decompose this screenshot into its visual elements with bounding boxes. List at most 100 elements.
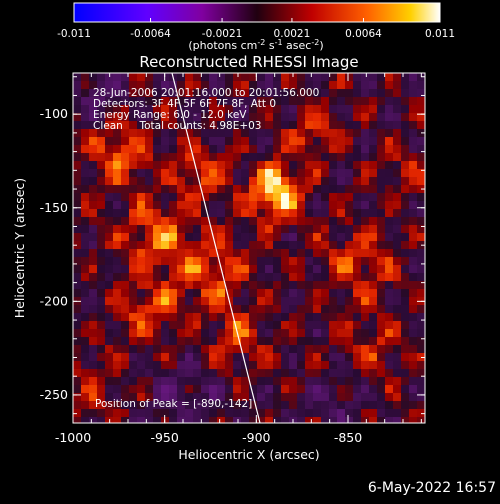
heatmap-cell	[225, 353, 233, 361]
heatmap-cell	[393, 361, 401, 369]
heatmap-cell	[145, 281, 153, 289]
heatmap-cell	[105, 409, 113, 417]
heatmap-cell	[353, 281, 361, 289]
heatmap-cell	[185, 217, 193, 225]
heatmap-cell	[153, 273, 161, 281]
heatmap-cell	[177, 369, 185, 377]
heatmap-cell	[209, 105, 217, 113]
heatmap-cell	[105, 89, 113, 97]
heatmap-cell	[297, 169, 305, 177]
heatmap-cell	[297, 201, 305, 209]
heatmap-cell	[329, 145, 337, 153]
heatmap-cell	[313, 417, 321, 423]
heatmap-cell	[273, 385, 281, 393]
heatmap-cell	[145, 233, 153, 241]
heatmap-cell	[289, 313, 297, 321]
heatmap-cell	[281, 137, 289, 145]
heatmap-cell	[313, 401, 321, 409]
heatmap-cell	[305, 329, 313, 337]
heatmap-cell	[337, 137, 345, 145]
heatmap-cell	[105, 129, 113, 137]
heatmap-cell	[369, 193, 377, 201]
heatmap-cell	[89, 417, 97, 423]
heatmap-cell	[233, 193, 241, 201]
heatmap-cell	[417, 161, 425, 169]
heatmap-cell	[321, 177, 329, 185]
heatmap-cell	[361, 233, 369, 241]
heatmap-cell	[241, 161, 249, 169]
heatmap-cell	[313, 201, 321, 209]
heatmap-cell	[193, 161, 201, 169]
heatmap-cell	[225, 273, 233, 281]
heatmap-cell	[369, 385, 377, 393]
heatmap-cell	[249, 241, 257, 249]
heatmap-cell	[97, 361, 105, 369]
heatmap-cell	[369, 273, 377, 281]
heatmap-cell	[97, 345, 105, 353]
heatmap-cell	[321, 313, 329, 321]
heatmap-cell	[177, 97, 185, 105]
heatmap-cell	[113, 233, 121, 241]
heatmap-cell	[169, 233, 177, 241]
heatmap-cell	[337, 321, 345, 329]
heatmap-cell	[137, 193, 145, 201]
heatmap-cell	[377, 217, 385, 225]
heatmap-cell	[273, 329, 281, 337]
heatmap-cell	[129, 273, 137, 281]
heatmap-cell	[161, 177, 169, 185]
heatmap-cell	[209, 337, 217, 345]
heatmap-cell	[89, 393, 97, 401]
heatmap-cell	[401, 329, 409, 337]
heatmap-cell	[409, 297, 417, 305]
heatmap-cell	[329, 321, 337, 329]
heatmap-cell	[289, 217, 297, 225]
heatmap-cell	[353, 257, 361, 265]
heatmap-cell	[369, 81, 377, 89]
heatmap-cell	[273, 193, 281, 201]
heatmap-cell	[417, 337, 425, 345]
heatmap-cell	[273, 273, 281, 281]
heatmap-cell	[97, 337, 105, 345]
heatmap-cell	[169, 145, 177, 153]
heatmap-cell	[81, 249, 89, 257]
heatmap-cell	[401, 249, 409, 257]
heatmap-cell	[121, 209, 129, 217]
heatmap-cell	[321, 417, 329, 423]
heatmap-cell	[329, 305, 337, 313]
heatmap-cell	[281, 361, 289, 369]
heatmap-cell	[201, 129, 209, 137]
heatmap-cell	[185, 393, 193, 401]
heatmap-cell	[177, 185, 185, 193]
heatmap-cell	[337, 273, 345, 281]
heatmap-cell	[233, 289, 241, 297]
heatmap-cell	[273, 161, 281, 169]
heatmap-cell	[185, 361, 193, 369]
heatmap-cell	[321, 153, 329, 161]
heatmap-cell	[121, 153, 129, 161]
heatmap-cell	[265, 401, 273, 409]
heatmap-cell	[121, 265, 129, 273]
heatmap-cell	[113, 369, 121, 377]
heatmap-cell	[401, 305, 409, 313]
heatmap-cell	[89, 345, 97, 353]
heatmap-cell	[249, 369, 257, 377]
heatmap-cell	[417, 401, 425, 409]
heatmap-cell	[129, 113, 137, 121]
heatmap-cell	[89, 281, 97, 289]
heatmap-cell	[201, 89, 209, 97]
heatmap-cell	[289, 297, 297, 305]
heatmap-cell	[129, 145, 137, 153]
heatmap-cell	[193, 409, 201, 417]
heatmap-cell	[185, 241, 193, 249]
heatmap-cell	[273, 417, 281, 423]
heatmap-cell	[305, 369, 313, 377]
heatmap-cell	[209, 401, 217, 409]
heatmap-cell	[73, 337, 81, 345]
heatmap-cell	[305, 401, 313, 409]
heatmap-cell	[273, 345, 281, 353]
heatmap-cell	[97, 265, 105, 273]
heatmap-cell	[225, 289, 233, 297]
heatmap-cell	[417, 369, 425, 377]
heatmap-cell	[249, 89, 257, 97]
heatmap-cell	[193, 89, 201, 97]
